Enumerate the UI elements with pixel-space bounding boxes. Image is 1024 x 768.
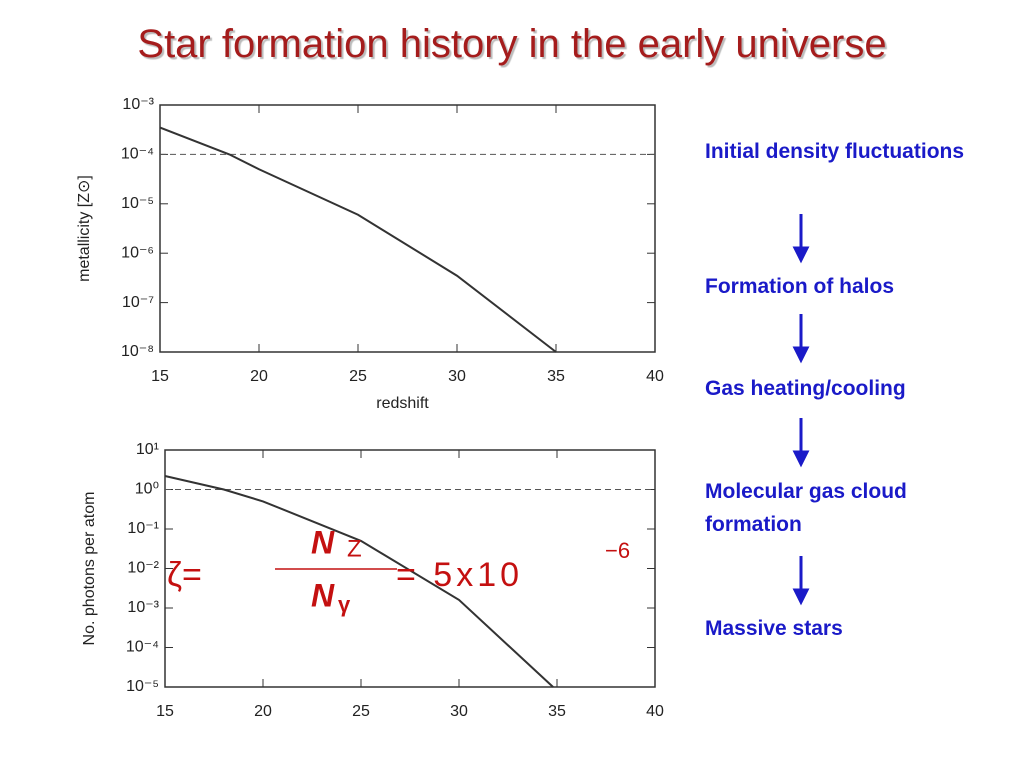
flow-step: Gas heating/cooling (705, 377, 906, 400)
arrow-head (792, 346, 810, 364)
flow-step: Massive stars (705, 617, 843, 640)
formula-numerator: N (311, 524, 335, 560)
x-tick-label: 15 (151, 368, 169, 385)
y-tick-label: 10⁻⁸ (121, 343, 154, 360)
y-axis-label: No. photons per atom (81, 492, 98, 646)
arrow-head (792, 588, 810, 606)
y-tick-label: 10⁻⁴ (121, 146, 154, 163)
y-tick-label: 10⁻⁴ (126, 639, 159, 656)
plot-frame (159, 104, 656, 353)
data-line (164, 474, 554, 688)
arrow-head (792, 450, 810, 468)
x-tick-label: 20 (250, 368, 268, 385)
formula-denominator: N (311, 577, 335, 613)
data-line (159, 126, 557, 353)
formula-lhs: ζ= (167, 556, 202, 594)
x-tick-label: 40 (646, 703, 664, 720)
flow-step: Formation of halos (705, 275, 894, 298)
y-tick-label: 10⁻³ (127, 599, 159, 616)
x-tick-label: 30 (448, 368, 466, 385)
x-tick-label: 35 (547, 368, 565, 385)
flow-step: Molecular gas cloud formation (705, 480, 907, 536)
arrow-head (792, 246, 810, 264)
y-tick-label: 10¹ (136, 441, 159, 458)
y-tick-label: 10⁻⁷ (122, 294, 154, 311)
x-tick-label: 35 (548, 703, 566, 720)
y-tick-label: 10⁻⁵ (121, 195, 154, 212)
formula-denominator-sub: γ (338, 592, 351, 617)
y-axis-label: metallicity [Z⊙] (76, 175, 93, 282)
x-tick-label: 40 (646, 368, 664, 385)
y-tick-label: 10⁻⁵ (126, 678, 159, 695)
formula-numerator-sub: Z (347, 535, 362, 562)
y-tick-label: 10⁻¹ (127, 520, 159, 537)
y-tick-label: 10⁻⁶ (121, 244, 154, 261)
x-tick-label: 30 (450, 703, 468, 720)
y-tick-label: 10⁰ (135, 481, 159, 498)
x-tick-label: 20 (254, 703, 272, 720)
y-tick-label: 10⁻² (127, 560, 159, 577)
slide-title: Star formation history in the early univ… (137, 22, 887, 66)
x-tick-label: 25 (352, 703, 370, 720)
x-tick-label: 15 (156, 703, 174, 720)
flow-step: Initial density fluctuations (705, 140, 965, 163)
x-axis-label: redshift (376, 395, 429, 412)
formula-exponent: −6 (605, 538, 630, 563)
y-tick-label: 10⁻³ (122, 96, 154, 113)
x-tick-label: 25 (349, 368, 367, 385)
formula-rhs: = 5x10 (396, 556, 523, 594)
flow-arrows (792, 214, 810, 606)
